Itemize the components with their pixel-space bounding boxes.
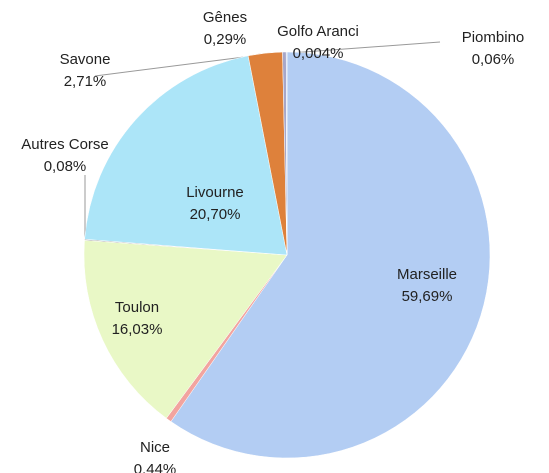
slice-label: Nice xyxy=(140,439,170,456)
slice-label: Piombino xyxy=(462,29,525,46)
slice-label: Savone xyxy=(60,51,111,68)
slice-value-label: 0,004% xyxy=(293,45,344,62)
pie-slice xyxy=(83,239,288,419)
slice-value-label: 20,70% xyxy=(190,206,241,223)
slice-value-label: 59,69% xyxy=(402,288,453,305)
slice-value-label: 0,29% xyxy=(204,31,247,48)
slice-label: Livourne xyxy=(186,184,244,201)
slice-value-label: 0,44% xyxy=(134,461,177,473)
leader-line xyxy=(289,41,441,54)
pie-slice xyxy=(170,51,491,459)
slice-value-label: 16,03% xyxy=(112,321,163,338)
slice-value-label: 0,08% xyxy=(44,158,87,175)
pie-slice xyxy=(84,55,288,256)
slice-value-label: 2,71% xyxy=(64,73,107,90)
slice-label: Golfo Aranci xyxy=(277,23,359,40)
leader-line xyxy=(94,55,253,77)
pie-slice xyxy=(285,51,288,256)
slice-value-label: 0,06% xyxy=(472,51,515,68)
slice-label: Autres Corse xyxy=(21,136,109,153)
slice-label: Toulon xyxy=(115,299,159,316)
slice-label: Gênes xyxy=(203,9,247,26)
slice-label: Marseille xyxy=(397,266,457,283)
